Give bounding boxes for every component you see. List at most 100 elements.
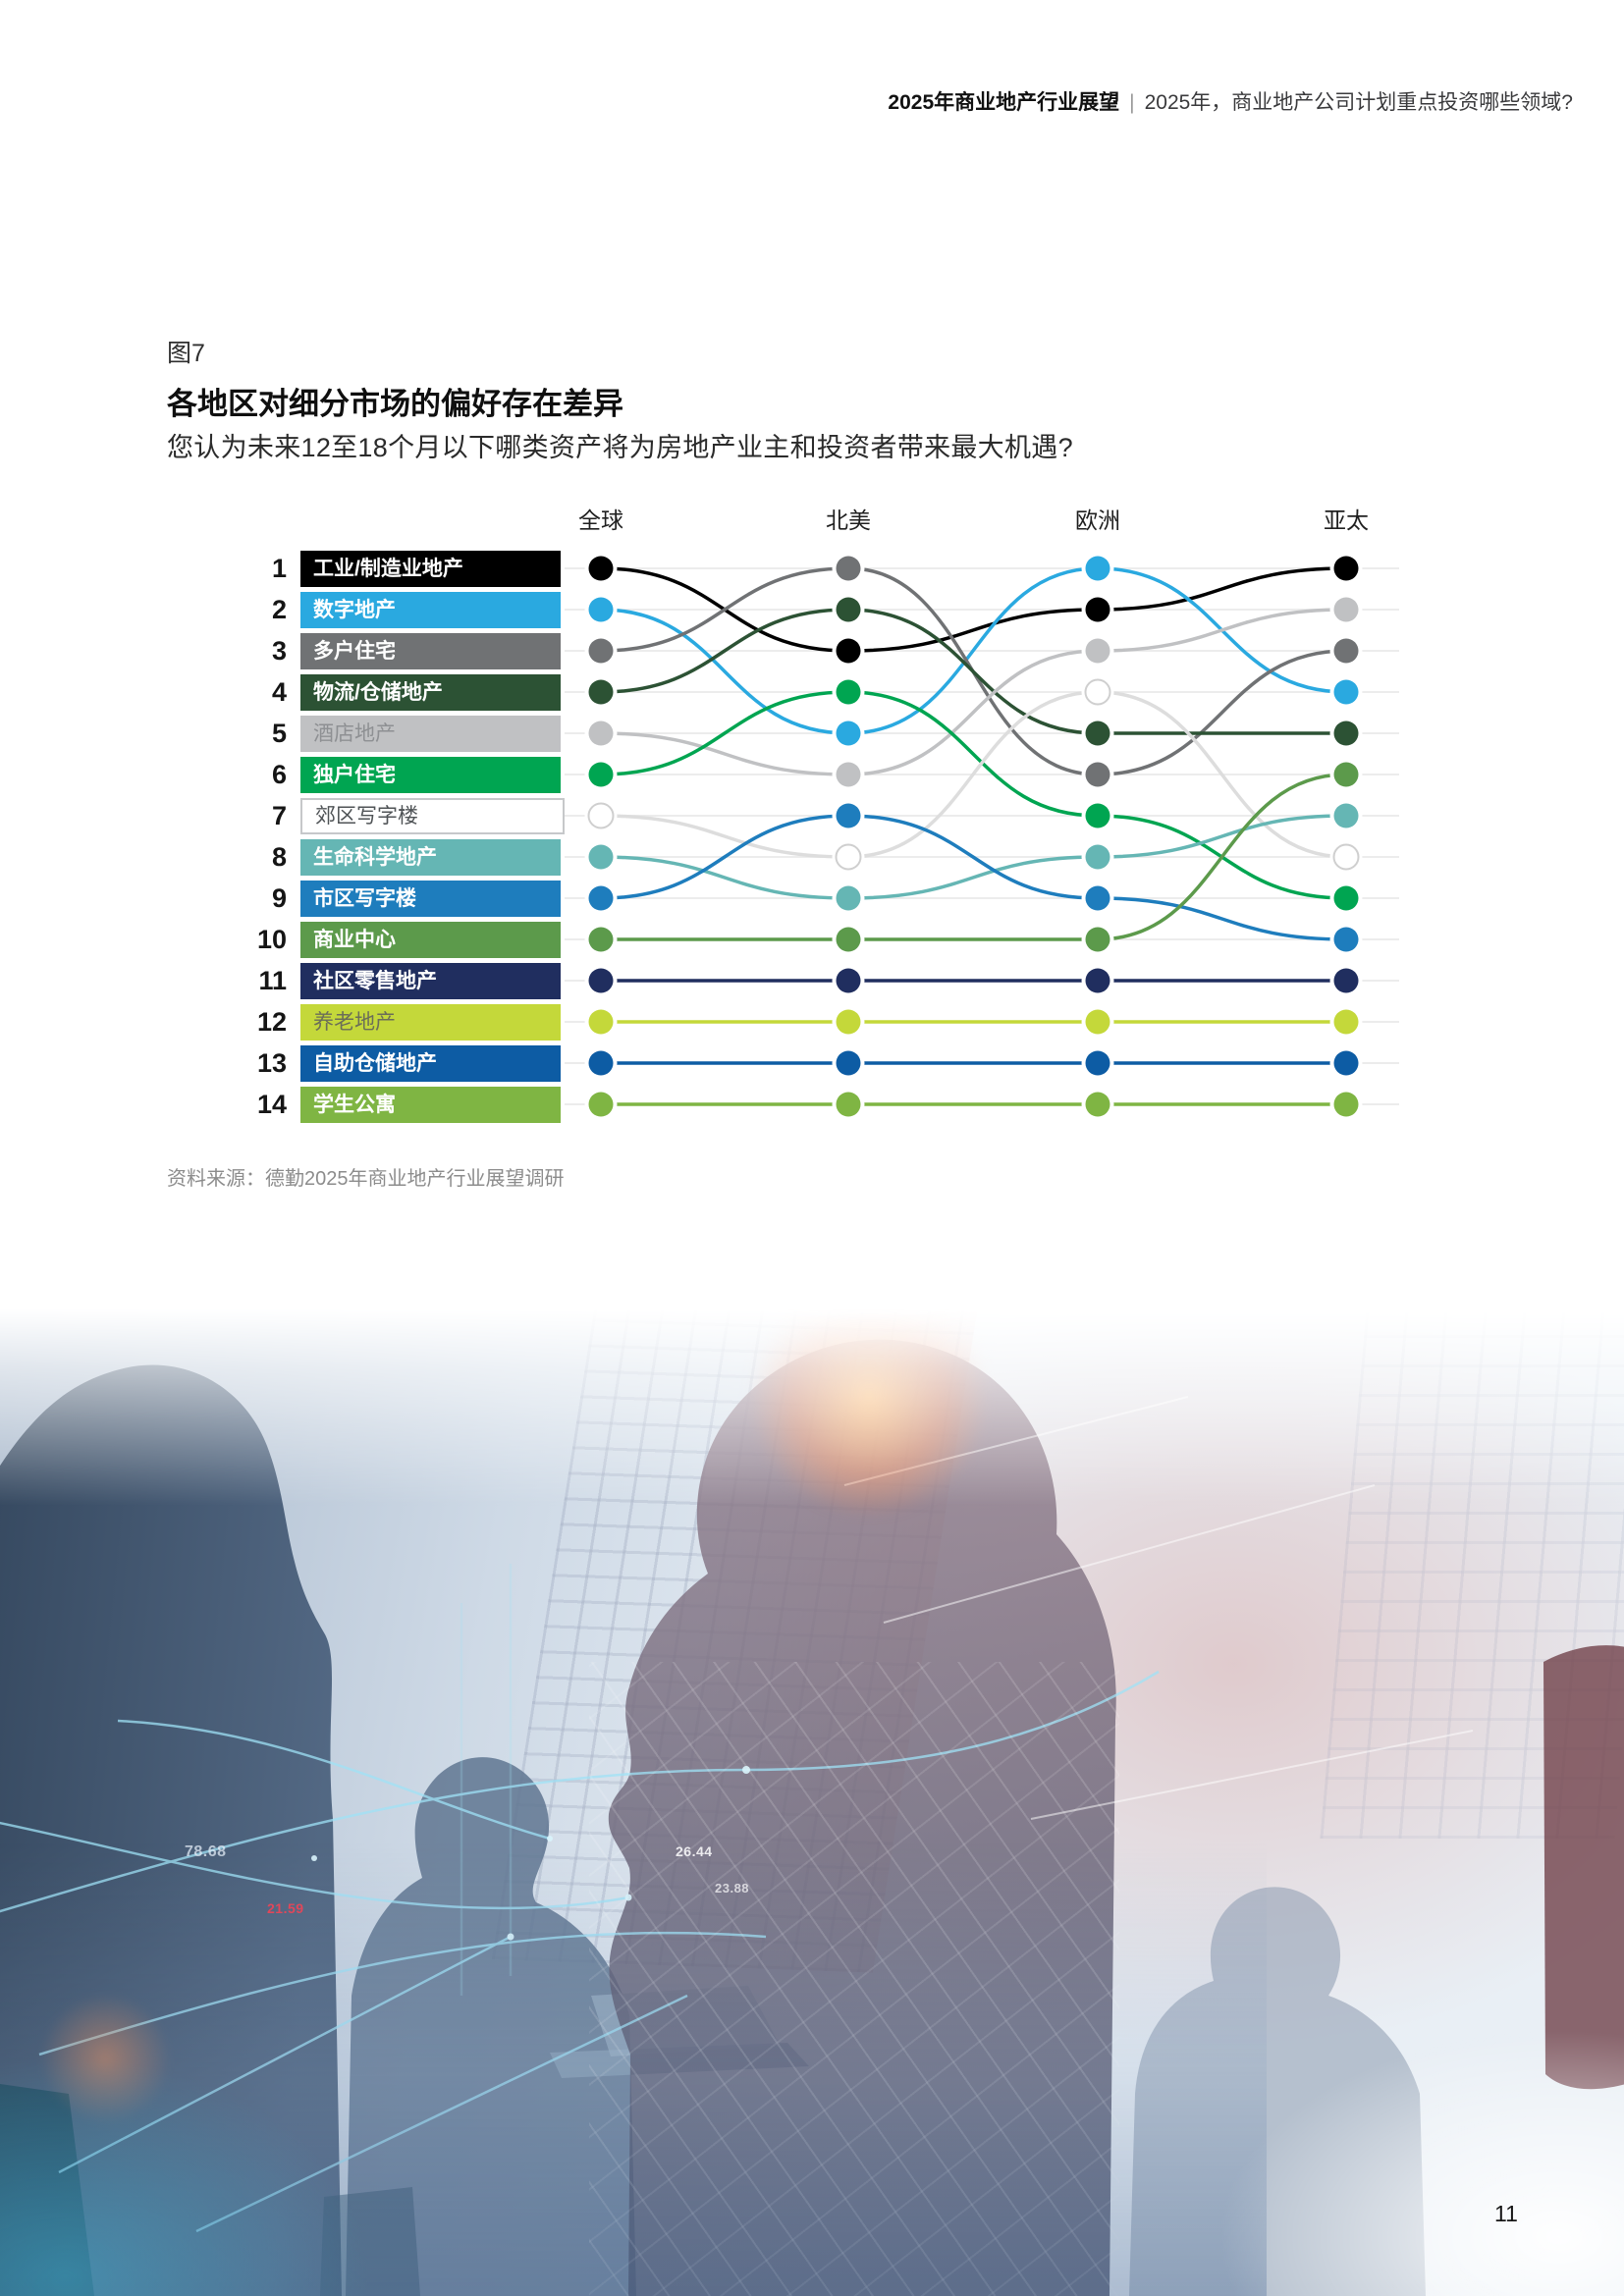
rank-dot [588, 1092, 614, 1117]
rank-dot [1333, 556, 1359, 581]
asset-label: 商业中心 [300, 922, 561, 958]
rank-dot [1333, 638, 1359, 664]
rank-dot [1333, 885, 1359, 911]
rank-dot [1333, 597, 1359, 622]
asset-label: 市区写字楼 [300, 881, 561, 917]
rank-dot [836, 762, 861, 787]
rank-dot [588, 762, 614, 787]
rank-line [599, 566, 1348, 776]
rank-number: 7 [271, 801, 287, 830]
rank-dot [836, 597, 861, 622]
rank-dot [588, 844, 614, 870]
rank-dot [836, 638, 861, 664]
column-header-3: 欧洲 [1075, 507, 1120, 533]
rank-number: 13 [256, 1048, 287, 1078]
decor-number: 23.88 [715, 1881, 750, 1896]
report-title: 2025年商业地产行业展望 [888, 91, 1120, 114]
rank-line [599, 773, 1348, 941]
rank-line [599, 608, 1348, 735]
asset-label: 数字地产 [300, 592, 561, 628]
rank-dot [588, 885, 614, 911]
rank-dot [1085, 844, 1110, 870]
rank-number: 11 [258, 966, 287, 995]
rank-number: 2 [271, 595, 287, 624]
rank-dot [1085, 885, 1110, 911]
rank-dot [1085, 721, 1110, 746]
rank-line [599, 608, 1348, 776]
asset-label: 酒店地产 [300, 716, 561, 752]
rank-dot [1085, 1050, 1110, 1076]
small-tower [320, 2187, 420, 2296]
rank-line [599, 566, 1348, 735]
rank-number: 3 [271, 636, 287, 666]
rank-dot [1333, 1050, 1359, 1076]
rank-dot [588, 721, 614, 746]
silhouette-right-person [1129, 1887, 1426, 2296]
rank-dot [588, 638, 614, 664]
asset-label: 养老地产 [300, 1004, 561, 1041]
asset-label: 工业/制造业地产 [300, 551, 561, 587]
rank-dot [588, 597, 614, 622]
rank-dot [836, 1050, 861, 1076]
asset-label: 多户住宅 [300, 633, 561, 669]
rank-dot [1333, 968, 1359, 993]
rank-dot [836, 679, 861, 705]
rank-dot [1333, 803, 1359, 828]
column-header-2: 北美 [826, 507, 871, 533]
rank-number: 8 [271, 842, 287, 872]
asset-label: 物流/仓储地产 [300, 674, 561, 711]
figure-question: 您认为未来12至18个月以下哪类资产将为房地产业主和投资者带来最大机遇? [167, 433, 1073, 462]
rank-dot [588, 1009, 614, 1035]
rank-dot [836, 968, 861, 993]
rank-dot [1085, 927, 1110, 952]
asset-label: 郊区写字楼 [300, 798, 565, 834]
rank-dot [588, 679, 614, 705]
asset-label: 自助仓储地产 [300, 1045, 561, 1082]
rank-dot [1332, 843, 1360, 871]
rank-number: 12 [256, 1007, 287, 1037]
rank-number: 14 [256, 1090, 287, 1119]
source-note: 资料来源：德勤2025年商业地产行业展望调研 [167, 1168, 565, 1190]
rank-dot [1333, 762, 1359, 787]
rank-dot [588, 1050, 614, 1076]
rank-number: 10 [256, 925, 287, 954]
decor-number: 78.68 [185, 1843, 227, 1860]
asset-label: 独户住宅 [300, 757, 561, 793]
rank-dot [836, 927, 861, 952]
rank-dot [1085, 638, 1110, 664]
column-header-4: 亚太 [1324, 507, 1369, 533]
rank-dot [587, 802, 615, 829]
column-header-1: 全球 [578, 507, 623, 533]
rank-dot [1085, 803, 1110, 828]
rank-line [599, 814, 1348, 900]
silhouette-right-edge [1543, 1645, 1624, 2090]
rank-dot [836, 1009, 861, 1035]
page-number: 11 [1494, 2201, 1518, 2226]
rank-dot [1084, 678, 1111, 706]
diagonal-grid [589, 1662, 1119, 2296]
rank-dot [1085, 968, 1110, 993]
rank-dot [836, 803, 861, 828]
rank-line [599, 690, 1348, 859]
rank-dot [835, 843, 862, 871]
asset-label: 学生公寓 [300, 1087, 561, 1123]
chapter-title: 2025年，商业地产公司计划重点投资哪些领域? [1144, 91, 1573, 114]
decor-number: 26.44 [676, 1843, 713, 1859]
rank-dot [1333, 1009, 1359, 1035]
asset-label: 生命科学地产 [300, 839, 561, 876]
rank-number: 6 [271, 760, 287, 789]
header-separator: | [1129, 91, 1135, 114]
rank-dot [1333, 679, 1359, 705]
rank-dot [836, 721, 861, 746]
rank-dot [1085, 1092, 1110, 1117]
rank-dot [1085, 1009, 1110, 1035]
rank-number: 1 [271, 554, 287, 583]
rank-number: 5 [271, 719, 287, 748]
asset-label: 社区零售地产 [300, 963, 561, 999]
figure-number: 图7 [167, 340, 205, 367]
rank-dot [1333, 721, 1359, 746]
rank-dot [1333, 1092, 1359, 1117]
rank-dot [1085, 597, 1110, 622]
decor-number: 21.59 [267, 1900, 304, 1916]
